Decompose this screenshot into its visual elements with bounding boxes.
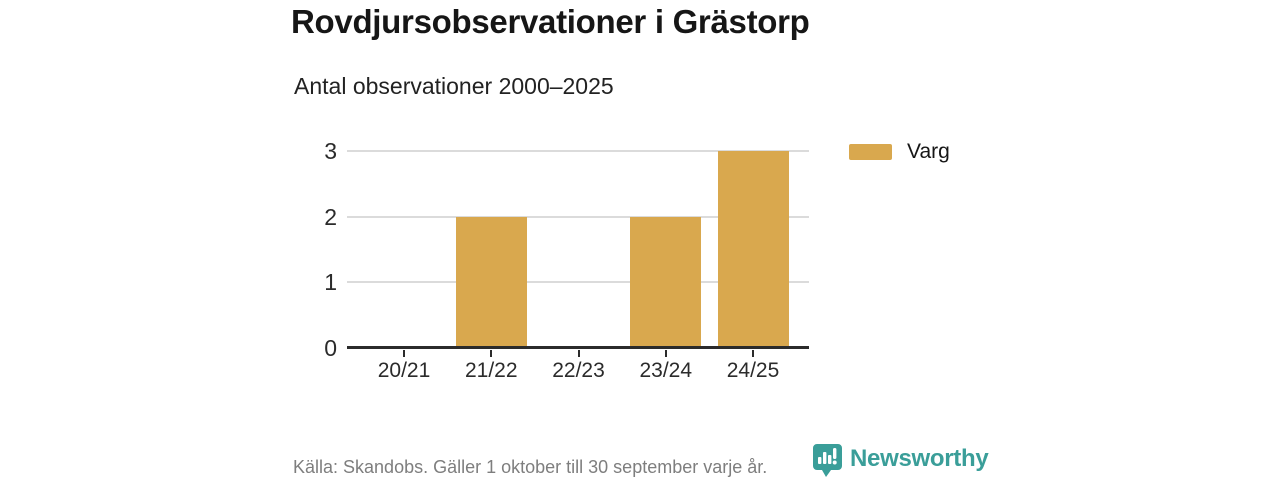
newsworthy-logo-icon bbox=[812, 443, 843, 480]
brand-lockup: Newsworthy bbox=[812, 443, 989, 480]
x-axis-line bbox=[347, 346, 809, 349]
x-axis-tick-mark bbox=[664, 350, 667, 357]
brand-wordmark: Newsworthy bbox=[850, 445, 989, 472]
x-axis-tick-mark bbox=[577, 350, 580, 357]
legend-label-varg: Varg bbox=[907, 140, 950, 163]
bar-21-22 bbox=[455, 216, 527, 348]
gridline-y2 bbox=[347, 215, 809, 218]
x-axis-tick-label: 24/25 bbox=[726, 359, 780, 382]
x-axis-tick-mark bbox=[490, 350, 493, 357]
y-axis-tick-label: 0 bbox=[324, 335, 337, 361]
y-axis-tick-label: 1 bbox=[324, 269, 337, 296]
bar-23-24 bbox=[630, 216, 702, 348]
plot-area bbox=[347, 150, 809, 349]
legend-swatch-varg bbox=[849, 143, 892, 160]
source-note: Källa: Skandobs. Gäller 1 oktober till 3… bbox=[293, 457, 768, 477]
y-axis-tick-label: 3 bbox=[324, 138, 337, 164]
legend: Varg bbox=[849, 138, 950, 165]
bar-24-25 bbox=[717, 151, 789, 348]
x-axis-tick-mark bbox=[403, 350, 405, 357]
y-axis-tick-label: 2 bbox=[324, 203, 337, 230]
x-axis-tick-mark bbox=[752, 350, 754, 357]
chart-subtitle: Antal observationer 2000–2025 bbox=[294, 73, 614, 99]
chart-title: Rovdjursobservationer i Grästorp bbox=[291, 3, 810, 40]
gridline-y3 bbox=[347, 150, 809, 152]
x-axis-tick-label: 23/24 bbox=[639, 359, 693, 382]
gridline-y1 bbox=[347, 281, 809, 284]
x-axis-tick-label: 21/22 bbox=[464, 359, 518, 382]
x-axis-tick-label: 20/21 bbox=[377, 359, 431, 382]
x-axis-tick-label: 22/23 bbox=[552, 359, 605, 382]
